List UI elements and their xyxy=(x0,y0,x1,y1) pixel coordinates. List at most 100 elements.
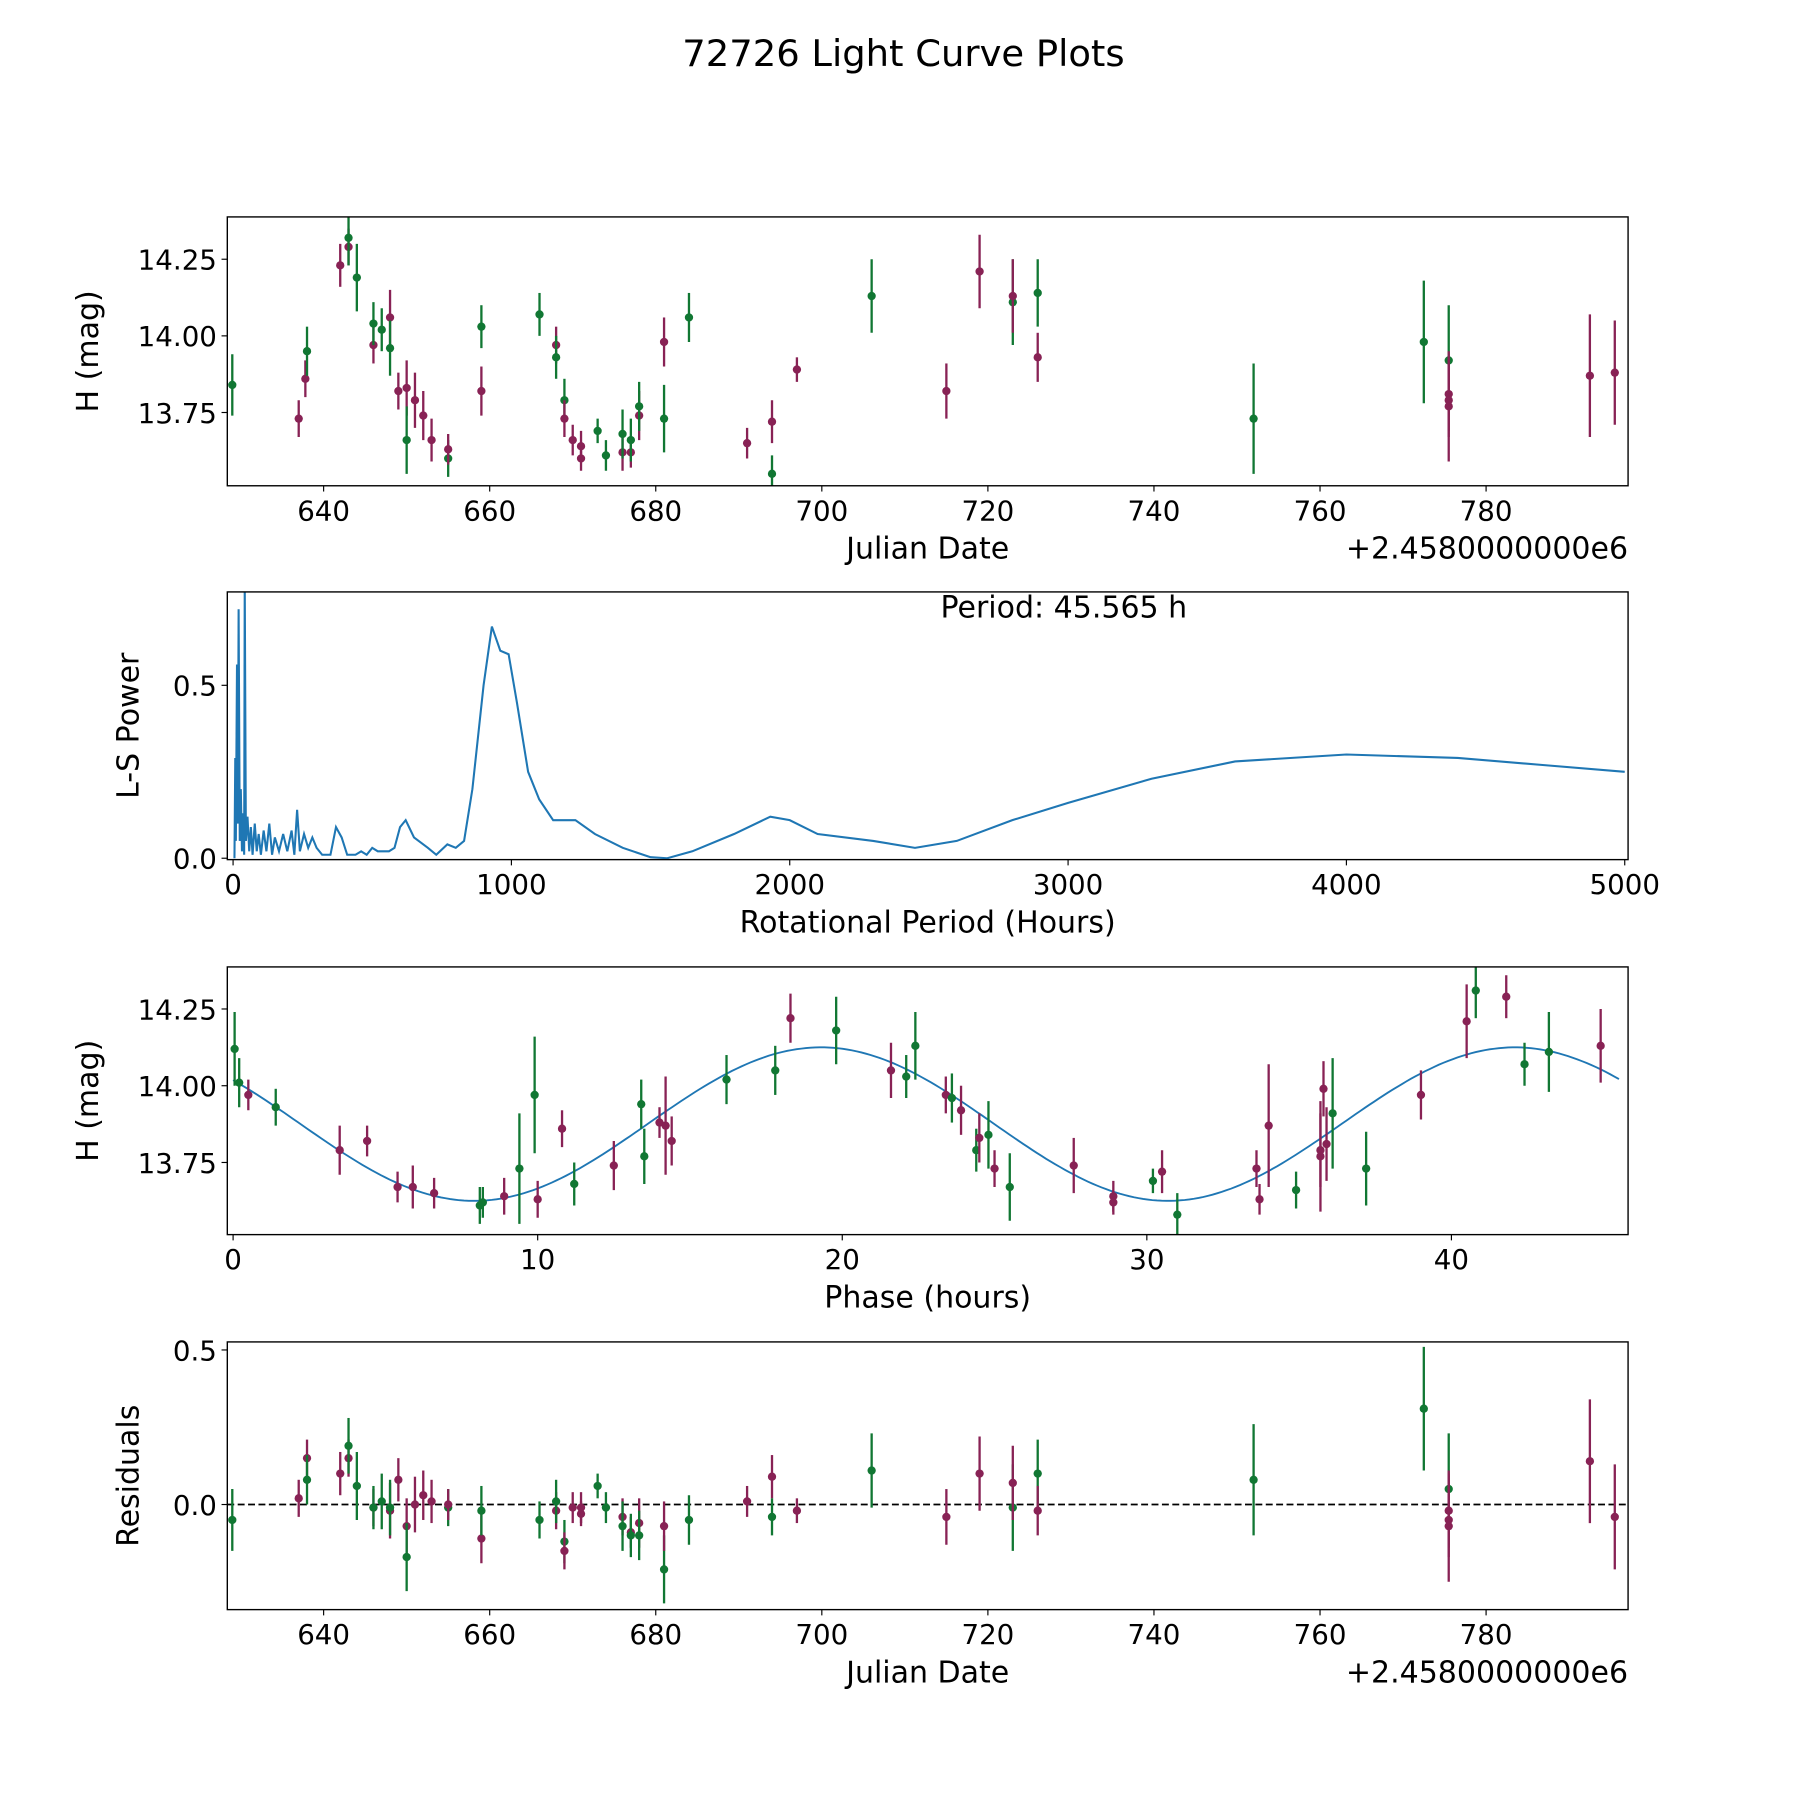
data-point xyxy=(336,243,345,287)
data-marker xyxy=(1249,414,1258,423)
data-point xyxy=(1008,1445,1017,1520)
data-point xyxy=(956,1085,966,1135)
data-point xyxy=(244,1079,253,1111)
data-marker xyxy=(1502,992,1511,1001)
data-point xyxy=(626,418,636,462)
panel-periodogram: 0 1000 2000 3000 4000 5000 0.0 0.5 Rotational Pe… xyxy=(111,590,1660,940)
figure-title: 72726 Light Curve Plots xyxy=(682,32,1124,75)
data-marker xyxy=(1471,986,1480,995)
data-marker xyxy=(352,1481,361,1491)
periodogram-line xyxy=(233,591,1625,860)
data-marker xyxy=(576,1509,586,1518)
data-marker xyxy=(771,1066,780,1075)
data-point xyxy=(771,1045,780,1095)
data-point xyxy=(551,1479,561,1524)
data-marker xyxy=(1255,1195,1264,1204)
data-point xyxy=(352,1451,361,1520)
x-tick-label: 780 xyxy=(1460,1618,1513,1651)
plot-area xyxy=(230,966,1620,1235)
data-marker xyxy=(477,1534,486,1543)
data-point xyxy=(557,1110,567,1148)
data-marker xyxy=(634,1531,644,1540)
data-point xyxy=(1444,1470,1453,1582)
data-point xyxy=(886,1042,896,1099)
data-point xyxy=(1502,975,1511,1019)
x-tick-label: 780 xyxy=(1460,494,1513,527)
data-point xyxy=(609,1140,618,1191)
data-point xyxy=(659,317,669,367)
data-point xyxy=(228,1489,237,1551)
data-marker xyxy=(956,1106,966,1115)
data-marker xyxy=(1416,1090,1426,1100)
data-marker xyxy=(661,1121,670,1130)
data-point xyxy=(742,1485,752,1517)
axes-frame xyxy=(226,591,1629,861)
data-point xyxy=(335,1125,344,1175)
data-marker xyxy=(659,337,669,347)
data-point xyxy=(684,292,694,342)
data-point xyxy=(1610,1464,1619,1570)
data-marker xyxy=(742,1497,752,1506)
data-point xyxy=(867,259,876,333)
data-marker xyxy=(352,273,361,282)
data-marker xyxy=(427,1497,436,1506)
data-marker xyxy=(408,1182,417,1192)
y-tick-label: 14.25 xyxy=(138,244,217,277)
data-point xyxy=(902,1055,911,1099)
data-point xyxy=(568,424,577,456)
data-marker xyxy=(867,1466,876,1475)
axes-frame xyxy=(226,966,1629,1236)
x-tick-label: 720 xyxy=(961,1618,1014,1651)
data-point xyxy=(975,1436,984,1511)
data-point xyxy=(975,234,984,309)
data-point xyxy=(593,418,602,444)
y-tick-label: 0.0 xyxy=(173,843,217,876)
data-point xyxy=(385,1479,395,1536)
data-marker xyxy=(535,1515,544,1525)
data-marker xyxy=(228,380,237,390)
data-point xyxy=(377,308,386,352)
data-point xyxy=(235,1058,244,1108)
data-point xyxy=(394,372,403,410)
data-marker xyxy=(659,414,669,423)
data-point xyxy=(1109,1190,1118,1215)
x-axis-label: Julian Date xyxy=(844,531,1009,566)
data-marker xyxy=(640,1152,649,1161)
data-marker xyxy=(1173,1210,1182,1219)
data-point xyxy=(1316,1113,1325,1188)
data-marker xyxy=(301,374,310,383)
data-point xyxy=(530,1036,539,1154)
x-tick-label: 660 xyxy=(463,1618,516,1651)
data-point xyxy=(941,1076,950,1114)
data-marker xyxy=(1322,1139,1331,1149)
x-tick-label: 660 xyxy=(463,494,516,527)
data-point xyxy=(402,406,411,474)
data-marker xyxy=(618,429,627,439)
y-tick-label: 14.00 xyxy=(138,1070,217,1103)
data-point xyxy=(228,354,237,416)
x-tick-label: 700 xyxy=(795,1618,848,1651)
data-marker xyxy=(377,325,386,334)
data-point xyxy=(1033,1485,1042,1536)
data-point xyxy=(867,1433,876,1508)
model-fit-line xyxy=(232,1046,1620,1202)
data-point xyxy=(1005,1153,1014,1221)
data-marker xyxy=(1252,1164,1261,1173)
data-point xyxy=(344,216,353,266)
x-tick-label: 640 xyxy=(297,1618,350,1651)
data-marker xyxy=(402,435,411,445)
data-point xyxy=(1249,1424,1258,1536)
x-tick-label: 740 xyxy=(1128,1618,1181,1651)
y-axis-label: Residuals xyxy=(111,1405,146,1547)
data-marker xyxy=(593,1481,602,1491)
data-point xyxy=(1361,1131,1371,1206)
data-marker xyxy=(1005,1182,1014,1192)
data-point xyxy=(634,1510,644,1561)
x-tick-label: 1000 xyxy=(476,868,546,901)
data-point xyxy=(535,1501,544,1539)
x-tick-label: 20 xyxy=(825,1243,860,1276)
x-tick-label: 760 xyxy=(1294,494,1347,527)
data-marker xyxy=(477,1506,486,1515)
data-point xyxy=(975,1113,984,1163)
data-point xyxy=(947,1073,957,1123)
